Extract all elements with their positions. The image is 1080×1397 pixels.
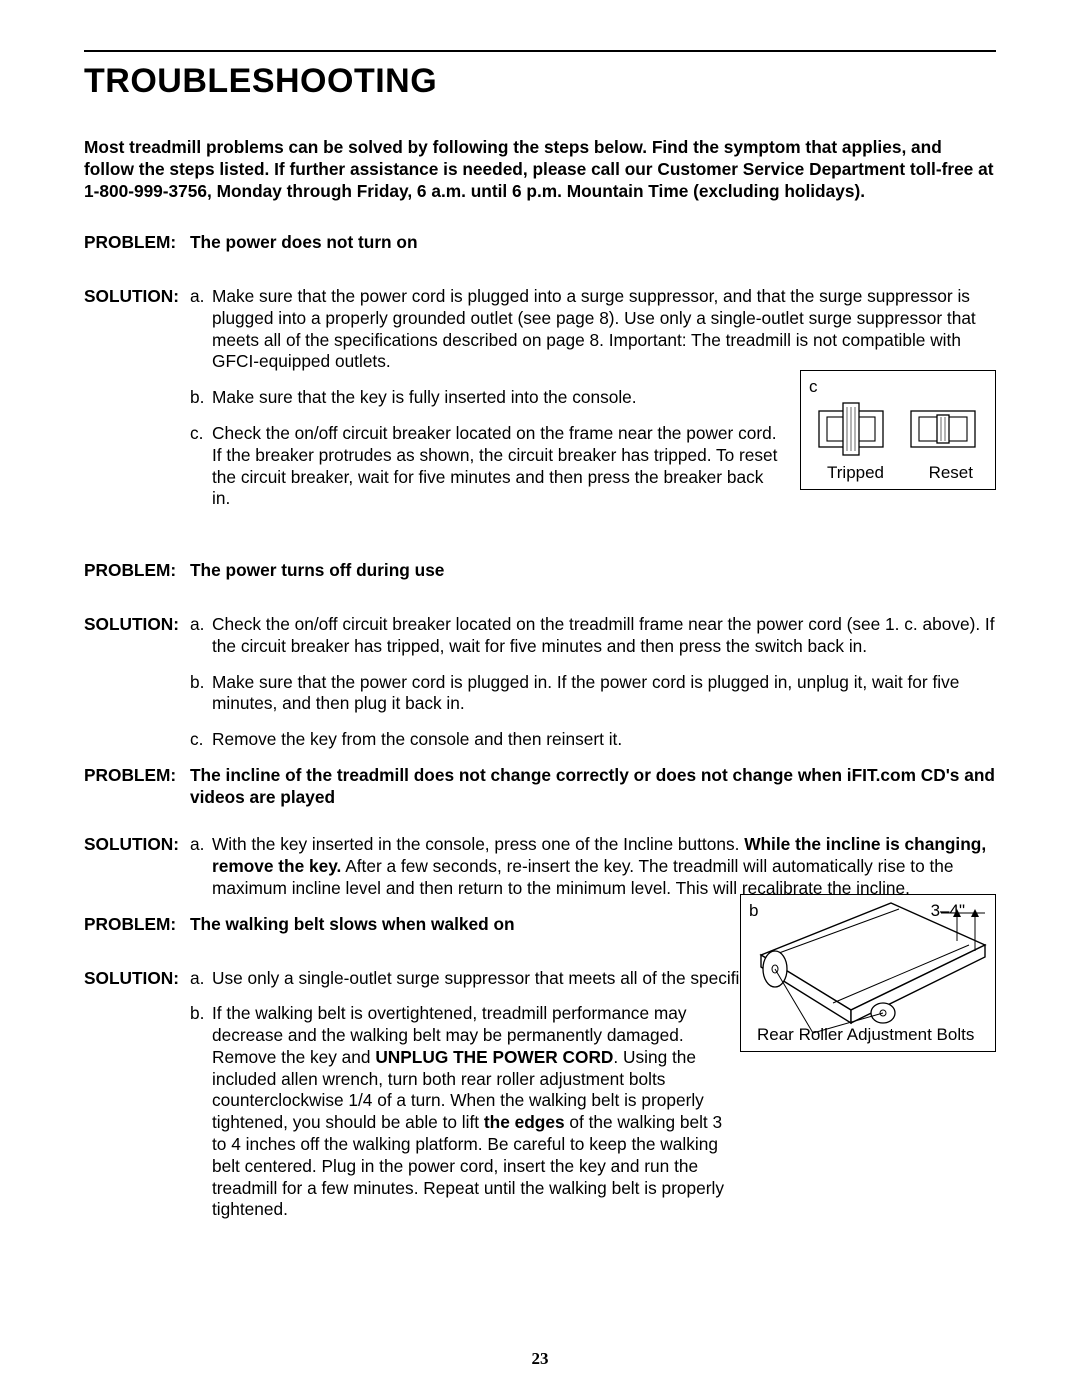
- solution-2: SOLUTION: a. Check the on/off circuit br…: [84, 614, 996, 751]
- page: TROUBLESHOOTING Most treadmill problems …: [0, 0, 1080, 1397]
- problem-1-text: The power does not turn on: [190, 232, 996, 254]
- top-rule: [84, 50, 996, 52]
- figure-b-dim: 3–4": [931, 901, 965, 921]
- list-marker: b.: [190, 672, 212, 694]
- solution-3: SOLUTION: a. With the key inserted in th…: [84, 834, 996, 899]
- figure-b-label: b: [749, 901, 758, 921]
- list-marker: a.: [190, 614, 212, 636]
- problem-3: PROBLEM: The incline of the treadmill do…: [84, 765, 996, 809]
- solution-2c-text: Remove the key from the console and then…: [212, 729, 996, 751]
- problem-label: PROBLEM:: [84, 914, 190, 936]
- figure-b-caption: Rear Roller Adjustment Bolts: [757, 1025, 985, 1045]
- problem-1: PROBLEM: The power does not turn on: [84, 232, 996, 254]
- figure-c-label: c: [809, 377, 818, 397]
- problem-3-text: The incline of the treadmill does not ch…: [190, 765, 996, 809]
- solution-2b: b. Make sure that the power cord is plug…: [190, 672, 996, 716]
- list-marker: c.: [190, 423, 212, 445]
- problem-2: PROBLEM: The power turns off during use: [84, 560, 996, 582]
- solution-2a-text: Check the on/off circuit breaker located…: [212, 614, 996, 658]
- solution-1a-text: Make sure that the power cord is plugged…: [212, 286, 996, 373]
- solution-2b-text: Make sure that the power cord is plugged…: [212, 672, 996, 716]
- solution-label: SOLUTION:: [84, 614, 190, 636]
- problem-label: PROBLEM:: [84, 560, 190, 582]
- solution-label: SOLUTION:: [84, 968, 190, 990]
- solution-label: SOLUTION:: [84, 834, 190, 856]
- figure-c-tripped: Tripped: [827, 463, 884, 483]
- solution-2c: c. Remove the key from the console and t…: [190, 729, 996, 751]
- solution-3a: a. With the key inserted in the console,…: [190, 834, 996, 899]
- solution-4b-bold1: UNPLUG THE POWER CORD: [375, 1047, 613, 1067]
- solution-1a: a. Make sure that the power cord is plug…: [190, 286, 996, 373]
- list-marker: b.: [190, 387, 212, 409]
- problem-label: PROBLEM:: [84, 232, 190, 254]
- problem-2-text: The power turns off during use: [190, 560, 996, 582]
- list-marker: a.: [190, 968, 212, 990]
- list-marker: a.: [190, 834, 212, 856]
- page-title: TROUBLESHOOTING: [84, 62, 996, 101]
- page-number: 23: [0, 1349, 1080, 1369]
- solution-label: SOLUTION:: [84, 286, 190, 308]
- list-marker: c.: [190, 729, 212, 751]
- figure-circuit-breaker: c Tripped Reset: [800, 370, 996, 490]
- solution-3a-pre: With the key inserted in the console, pr…: [212, 834, 744, 854]
- solution-3a-text: With the key inserted in the console, pr…: [212, 834, 996, 899]
- intro-paragraph: Most treadmill problems can be solved by…: [84, 137, 996, 202]
- list-marker: a.: [190, 286, 212, 308]
- solution-4b-text: If the walking belt is overtightened, tr…: [212, 1003, 726, 1221]
- figure-c-reset: Reset: [929, 463, 973, 483]
- solution-1c-text: Check the on/off circuit breaker located…: [212, 423, 786, 510]
- list-marker: b.: [190, 1003, 212, 1025]
- solution-2a: a. Check the on/off circuit breaker loca…: [190, 614, 996, 658]
- solution-4b-bold2: the edges: [484, 1112, 565, 1132]
- figure-rear-roller: b 3–4" Rear Roller Adjustment Bolts: [740, 894, 996, 1052]
- problem-label: PROBLEM:: [84, 765, 190, 787]
